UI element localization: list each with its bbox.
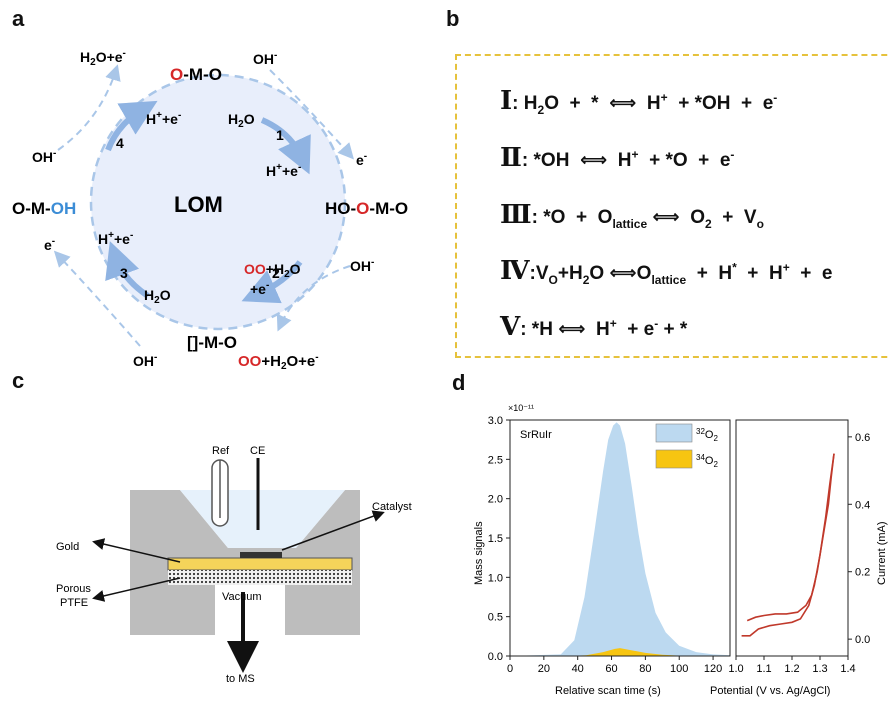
chart1-ytick-label: 1.0 [488, 572, 503, 584]
step1-reactant: H2O [228, 111, 255, 130]
chart1-xtick-label: 40 [572, 663, 584, 675]
ref-label: Ref [212, 445, 230, 457]
step2-external-arrow [276, 265, 351, 332]
step4-arrow [105, 100, 158, 152]
chart2-ytick-label: 0.6 [855, 432, 870, 444]
lom-center-label: LOM [174, 192, 223, 217]
legend-swatch-34o2 [655, 449, 693, 469]
equation-2: Ⅱ: *OH ⟺ H+ + *O + e- [500, 143, 735, 172]
catalyst-layer [240, 552, 282, 558]
ce-label: CE [250, 445, 265, 457]
gold-label: Gold [56, 541, 79, 553]
step2-product: OO+H2O [244, 261, 301, 280]
step3-product: H++e- [98, 230, 133, 247]
series-area-32o2 [510, 422, 730, 656]
step4-external-in: OH- [32, 148, 56, 165]
step-number-2: 2 [272, 265, 280, 281]
ptfe-label: PTFE [60, 597, 88, 609]
current-curve-forward [741, 453, 835, 637]
current-curve-reverse [746, 453, 835, 622]
step3-arrow [105, 241, 150, 299]
chart2-frame [735, 419, 849, 657]
chart2-ytick-label: 0.2 [855, 567, 870, 579]
lom-cycle-diagram: LOM O-M-O HO-O-M-O O-M-OH []-M-O 1 2 3 4… [12, 48, 408, 370]
step-number-1: 1 [276, 127, 284, 143]
to-ms-label: to MS [226, 673, 255, 685]
step1-external-out: e- [356, 151, 367, 168]
step-number-3: 3 [120, 265, 128, 281]
step3-external-arrow [53, 250, 141, 347]
chart1-xtick-label: 0 [507, 663, 513, 675]
chart2-ytick-label: 0.4 [855, 499, 870, 511]
chart2-ytick-label: 0.0 [855, 634, 870, 646]
step1-external-arrow [269, 69, 354, 160]
chart1-ytick-label: 1.5 [488, 533, 503, 545]
legend-label-32o2: 32O2 [696, 427, 718, 443]
legend-swatch-32o2 [655, 423, 693, 443]
chart1-ytick-label: 2.5 [488, 454, 503, 466]
chart1-xtick-label: 60 [605, 663, 617, 675]
chart1-xtick-label: 80 [639, 663, 651, 675]
equation-1: Ⅰ: H2O + * ⟺ H+ + *OH + e- [500, 86, 778, 117]
species-left: O-M-OH [12, 199, 76, 218]
chart1-ylabel: Mass signals [473, 521, 485, 585]
chart1-scale-label: ×10⁻¹¹ [508, 403, 534, 413]
ptfe-layer [168, 570, 352, 585]
porous-label: Porous [56, 583, 91, 595]
chart1-xtick-label: 120 [704, 663, 722, 675]
step2-electron: +e- [250, 280, 269, 297]
chart2-xtick-label: 1.3 [812, 663, 827, 675]
chart1-ytick-label: 0.5 [488, 612, 503, 624]
equation-4: Ⅳ:VO+H2O ⟺Olattice + H* + H+ + e [500, 256, 833, 287]
step4-label: H++e- [146, 110, 181, 127]
chart2-xtick-label: 1.2 [784, 663, 799, 675]
step1-arrow [260, 117, 311, 175]
step1-product: H++e- [266, 162, 301, 179]
step2-external-in: OH- [350, 257, 374, 274]
charts-panel: ×10⁻¹¹ SrRuIr Relative scan time (s) Mas… [473, 403, 888, 697]
panel-label-d: d [452, 370, 466, 395]
step3-external-in: OH- [133, 352, 157, 369]
series-area-34o2 [510, 648, 730, 656]
chart1-ytick-label: 2.0 [488, 494, 503, 506]
species-bottom: []-M-O [187, 333, 237, 352]
step2-arrow [241, 260, 303, 304]
catalyst-label: Catalyst [372, 501, 412, 513]
chart2-xtick-label: 1.1 [756, 663, 771, 675]
panel-label-c: c [12, 368, 25, 393]
chart1-sample-label: SrRuIr [520, 429, 552, 441]
gold-layer [167, 557, 353, 571]
step4-external-arrow [57, 64, 121, 151]
chart2-xlabel: Potential (V vs. Ag/AgCl) [710, 685, 830, 697]
panel-label-b: b [446, 6, 460, 31]
chart1-xtick-label: 20 [538, 663, 550, 675]
step-number-4: 4 [116, 135, 124, 151]
chart2-xtick-label: 1.4 [840, 663, 855, 675]
chart1-xtick-label: 100 [670, 663, 688, 675]
equation-3: Ⅲ: *O + Olattice ⟺ O2 + Vo [500, 200, 764, 231]
equations-box [455, 54, 891, 358]
dems-cell-diagram: Ref CE Catalyst Gold Porous PTFE Vacuum … [56, 445, 412, 685]
chart2-ylabel: Current (mA) [876, 521, 888, 585]
chart1-xlabel: Relative scan time (s) [555, 685, 661, 697]
chart1-ytick-label: 3.0 [488, 415, 503, 427]
equation-5: Ⅴ: *H ⟺ H+ + e- + * [500, 312, 688, 341]
species-top: O-M-O [170, 65, 222, 84]
step2-external-out: OO+H2O+e- [238, 352, 319, 370]
step3-external-out: e- [44, 236, 55, 253]
vacuum-label: Vacuum [222, 591, 262, 603]
step3-reactant: H2O [144, 287, 171, 306]
step1-external-in: OH- [253, 50, 277, 67]
panel-label-a: a [12, 6, 25, 31]
chart1-ytick-label: 0.0 [488, 651, 503, 663]
species-right: HO-O-M-O [325, 199, 408, 218]
chart2-xtick-label: 1.0 [728, 663, 743, 675]
step4-external-out: H2O+e- [80, 48, 126, 68]
legend-label-34o2: 34O2 [696, 453, 718, 469]
